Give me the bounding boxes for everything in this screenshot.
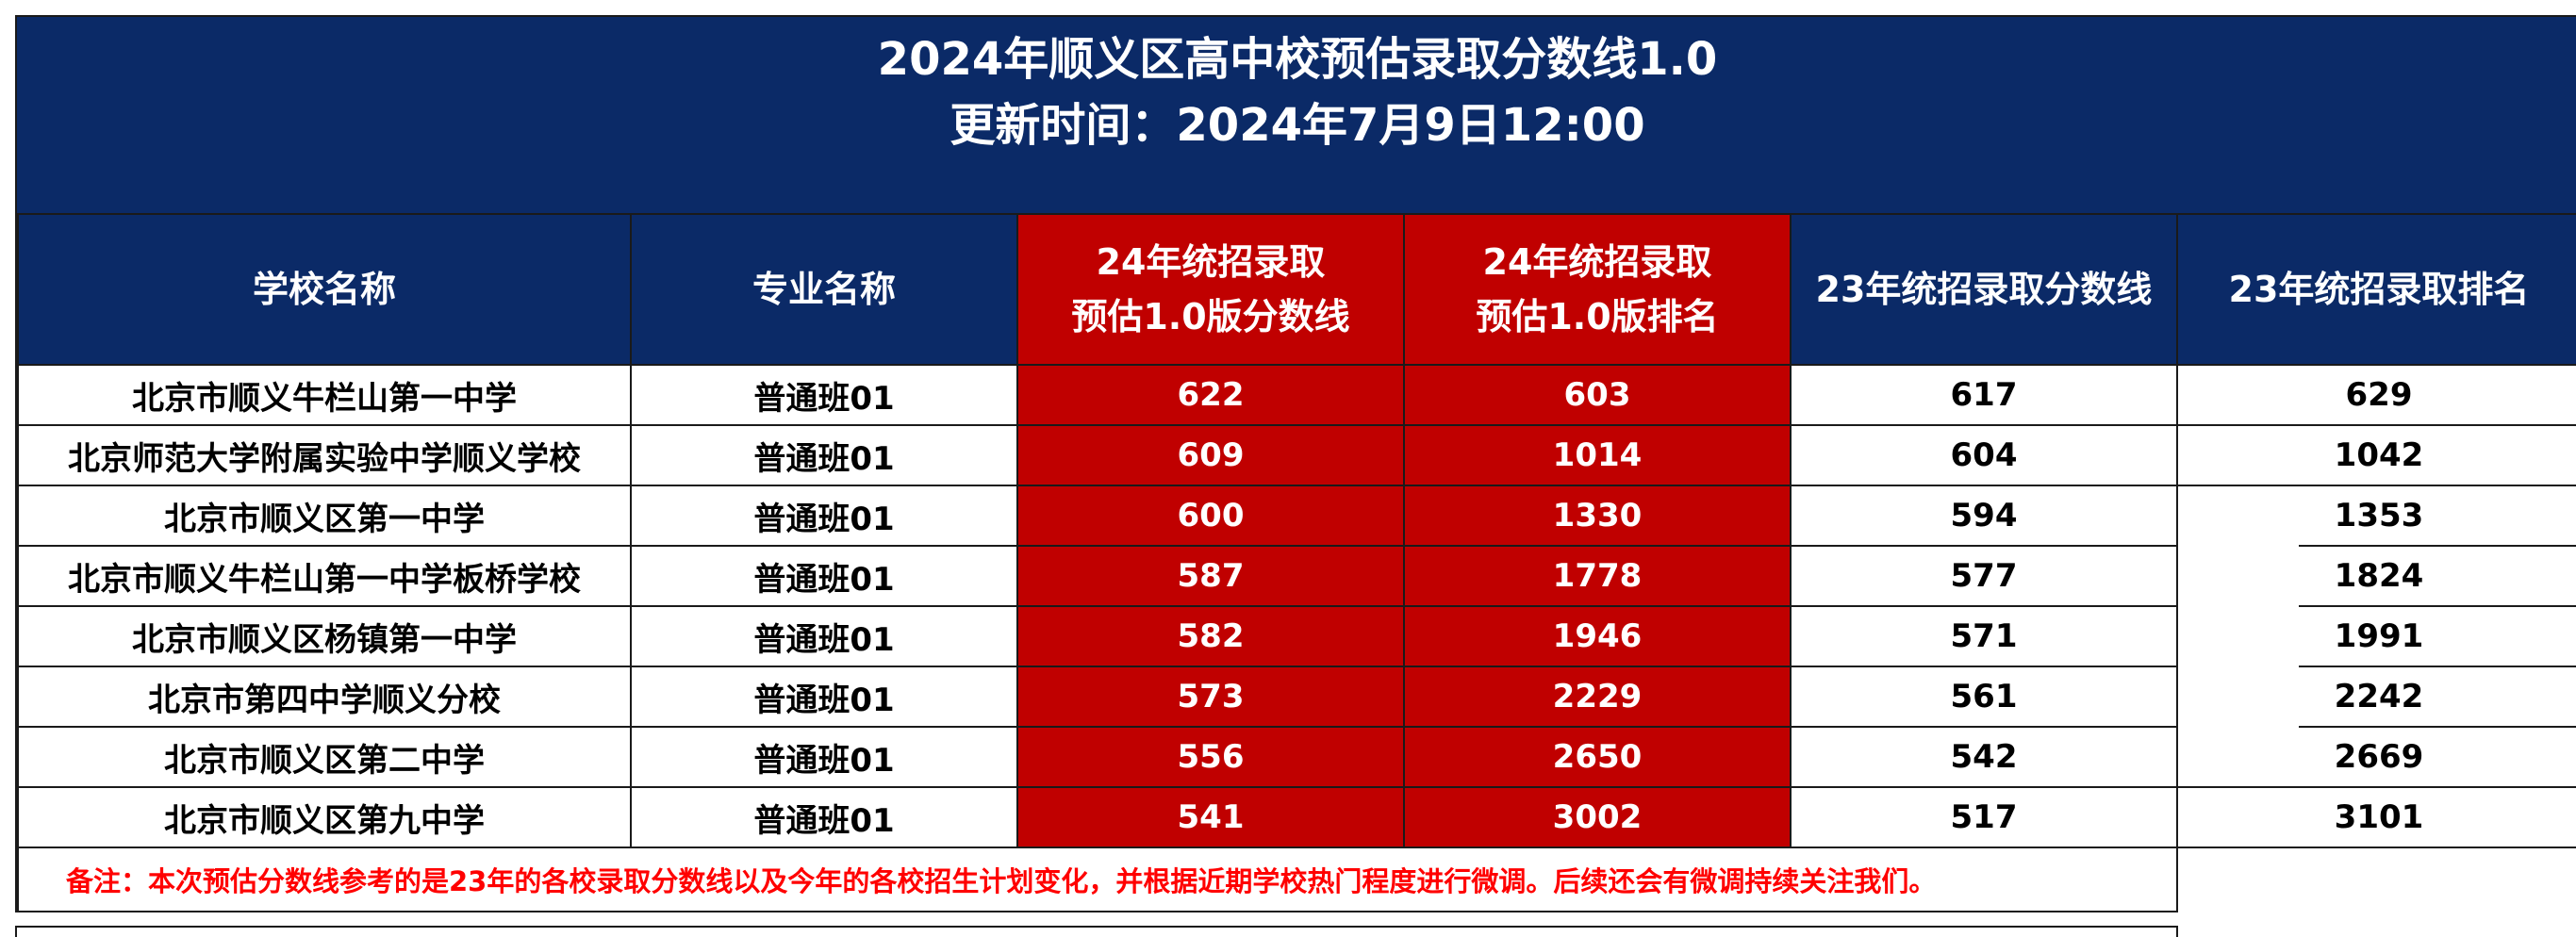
cell-est-score: 556: [1016, 726, 1405, 788]
table-row: 北京市顺义区第二中学 普通班01 556 2650 542 2669: [17, 726, 2576, 788]
header-est-rank-line2: 预估1.0版排名: [1476, 296, 1719, 337]
cell-major: 普通班01: [630, 545, 1018, 607]
table-row: 北京市第四中学顺义分校 普通班01 573 2229 561 2242: [17, 666, 2576, 728]
cell-score-23: 577: [1790, 545, 2178, 607]
cell-est-score: 573: [1016, 666, 1405, 728]
cell-est-rank: 3002: [1403, 786, 1792, 848]
cell-major: 普通班01: [630, 364, 1018, 426]
cell-est-rank: 1946: [1403, 605, 1792, 667]
header-est-score: 24年统招录取 预估1.0版分数线: [1016, 213, 1405, 366]
cell-est-score: 622: [1016, 364, 1405, 426]
cell-major: 普通班01: [630, 605, 1018, 667]
cell-school: 北京市顺义牛栏山第一中学: [17, 364, 632, 426]
page-title: 2024年顺义区高中校预估录取分数线1.0: [877, 33, 1718, 86]
cell-est-score: 541: [1016, 786, 1405, 848]
note-blank-cell: [2176, 847, 2576, 912]
cell-score-23: 517: [1790, 786, 2178, 848]
cell-est-score: 609: [1016, 424, 1405, 486]
blank-patch: [2178, 518, 2299, 762]
cell-rank-23: 1042: [2176, 424, 2576, 486]
header-est-rank-line1: 24年统招录取: [1482, 241, 1712, 283]
table-header-row: 学校名称 专业名称 24年统招录取 预估1.0版分数线 24年统招录取 预估1.…: [17, 213, 2576, 366]
cell-score-23: 561: [1790, 666, 2178, 728]
cell-rank-23: 629: [2176, 364, 2576, 426]
cell-est-rank: 1330: [1403, 485, 1792, 547]
cell-school: 北京市顺义区第二中学: [17, 726, 632, 788]
cell-score-23: 542: [1790, 726, 2178, 788]
header-score-23: 23年统招录取分数线: [1790, 213, 2178, 366]
cell-est-score: 600: [1016, 485, 1405, 547]
cell-major: 普通班01: [630, 485, 1018, 547]
cell-est-rank: 2650: [1403, 726, 1792, 788]
cell-major: 普通班01: [630, 786, 1018, 848]
cell-school: 北京市第四中学顺义分校: [17, 666, 632, 728]
cell-est-score: 587: [1016, 545, 1405, 607]
cell-major: 普通班01: [630, 424, 1018, 486]
cell-major: 普通班01: [630, 726, 1018, 788]
cell-school: 北京市顺义区杨镇第一中学: [17, 605, 632, 667]
header-est-score-line1: 24年统招录取: [1096, 241, 1326, 283]
cell-est-rank: 1778: [1403, 545, 1792, 607]
cell-score-23: 617: [1790, 364, 2178, 426]
cell-est-rank: 1014: [1403, 424, 1792, 486]
header-school: 学校名称: [17, 213, 632, 366]
cell-school: 北京市顺义区第一中学: [17, 485, 632, 547]
cell-est-rank: 2229: [1403, 666, 1792, 728]
header-rank-23: 23年统招录取排名: [2176, 213, 2576, 366]
note-row: 备注：本次预估分数线参考的是23年的各校录取分数线以及今年的各校招生计划变化，并…: [17, 847, 2576, 912]
cell-school: 北京师范大学附属实验中学顺义学校: [17, 424, 632, 486]
cell-score-23: 594: [1790, 485, 2178, 547]
score-table: 学校名称 专业名称 24年统招录取 预估1.0版分数线 24年统招录取 预估1.…: [17, 213, 2576, 912]
cell-score-23: 571: [1790, 605, 2178, 667]
cell-rank-23: 3101: [2176, 786, 2576, 848]
cell-school: 北京市顺义区第九中学: [17, 786, 632, 848]
cell-est-rank: 603: [1403, 364, 1792, 426]
cell-score-23: 604: [1790, 424, 2178, 486]
table-row: 北京市顺义区第一中学 普通班01 600 1330 594 1353: [17, 485, 2576, 547]
cell-est-score: 582: [1016, 605, 1405, 667]
title-banner: 2024年顺义区高中校预估录取分数线1.0 更新时间：2024年7月9日12:0…: [17, 15, 2576, 213]
cell-major: 普通班01: [630, 666, 1018, 728]
score-sheet: 2024年顺义区高中校预估录取分数线1.0 更新时间：2024年7月9日12:0…: [15, 15, 2576, 912]
header-major: 专业名称: [630, 213, 1018, 366]
cell-school: 北京市顺义牛栏山第一中学板桥学校: [17, 545, 632, 607]
header-est-score-line2: 预估1.0版分数线: [1071, 296, 1350, 337]
table-row: 北京市顺义区杨镇第一中学 普通班01 582 1946 571 1991: [17, 605, 2576, 667]
table-row: 北京市顺义区第九中学 普通班01 541 3002 517 3101: [17, 786, 2576, 848]
footer-empty-row: [15, 926, 2178, 937]
update-time: 更新时间：2024年7月9日12:00: [949, 99, 1645, 152]
table-row: 北京市顺义牛栏山第一中学 普通班01 622 603 617 629: [17, 364, 2576, 426]
table-row: 北京师范大学附属实验中学顺义学校 普通班01 609 1014 604 1042: [17, 424, 2576, 486]
header-est-rank: 24年统招录取 预估1.0版排名: [1403, 213, 1792, 366]
footnote: 备注：本次预估分数线参考的是23年的各校录取分数线以及今年的各校招生计划变化，并…: [17, 847, 2178, 912]
